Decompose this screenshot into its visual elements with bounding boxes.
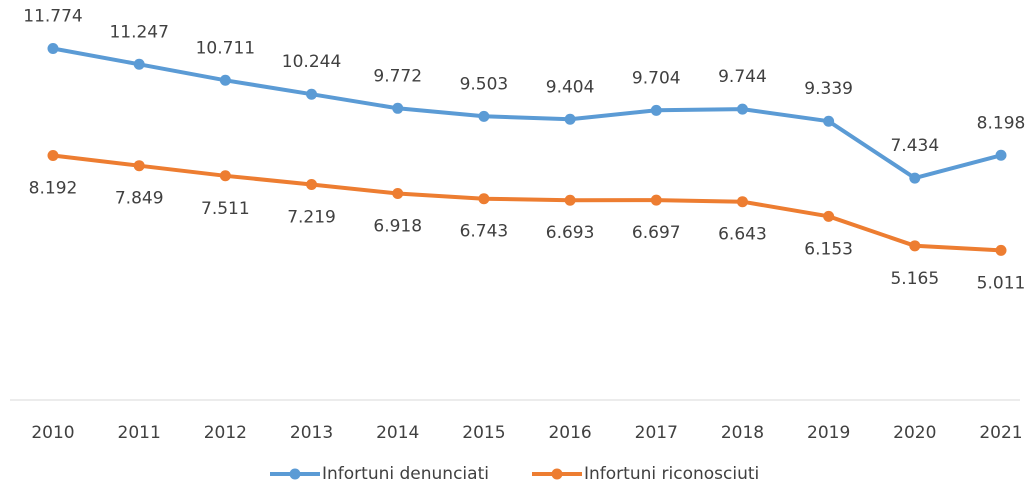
data-label: 8.198 bbox=[977, 113, 1026, 133]
data-label: 9.704 bbox=[632, 68, 681, 88]
data-point bbox=[564, 113, 576, 125]
data-point bbox=[650, 194, 662, 206]
x-tick-label: 2010 bbox=[31, 423, 74, 443]
x-tick-label: 2020 bbox=[893, 423, 936, 443]
data-point bbox=[219, 74, 231, 86]
data-label: 9.339 bbox=[804, 79, 853, 99]
data-label: 9.744 bbox=[718, 67, 767, 87]
data-label: 6.153 bbox=[804, 239, 853, 259]
data-point bbox=[909, 240, 921, 252]
x-tick-label: 2016 bbox=[548, 423, 591, 443]
series-line bbox=[51, 153, 1003, 253]
x-tick-label: 2015 bbox=[462, 423, 505, 443]
data-label: 6.918 bbox=[373, 216, 422, 236]
data-label: 5.011 bbox=[977, 273, 1026, 293]
x-tick-label: 2013 bbox=[290, 423, 333, 443]
data-point bbox=[736, 196, 748, 208]
x-tick-label: 2019 bbox=[807, 423, 850, 443]
data-point bbox=[995, 149, 1007, 161]
x-tick-label: 2014 bbox=[376, 423, 419, 443]
data-label: 8.192 bbox=[29, 178, 78, 198]
data-point bbox=[823, 115, 835, 127]
data-label: 11.247 bbox=[109, 22, 168, 42]
data-label: 6.643 bbox=[718, 225, 767, 245]
data-label: 9.503 bbox=[460, 74, 509, 94]
data-label: 10.711 bbox=[196, 38, 255, 58]
data-label: 7.219 bbox=[287, 208, 336, 228]
data-point bbox=[650, 104, 662, 116]
data-point bbox=[392, 102, 404, 114]
data-point bbox=[133, 160, 145, 172]
data-point bbox=[823, 210, 835, 222]
data-label: 7.511 bbox=[201, 199, 250, 219]
legend-marker bbox=[551, 468, 563, 480]
x-tick-label: 2011 bbox=[118, 423, 161, 443]
data-point bbox=[564, 194, 576, 206]
data-point bbox=[306, 88, 318, 100]
data-label: 9.772 bbox=[373, 66, 422, 86]
legend-label: Infortuni denunciati bbox=[322, 464, 489, 484]
data-point bbox=[995, 244, 1007, 256]
data-label: 11.774 bbox=[23, 7, 82, 27]
data-point bbox=[219, 170, 231, 182]
data-point bbox=[47, 43, 59, 55]
data-label: 5.165 bbox=[890, 269, 939, 289]
data-point bbox=[736, 103, 748, 115]
x-tick-label: 2012 bbox=[204, 423, 247, 443]
data-label: 7.434 bbox=[890, 136, 939, 156]
data-point bbox=[133, 58, 145, 70]
data-point bbox=[47, 149, 59, 161]
data-label: 6.743 bbox=[460, 222, 509, 242]
data-label: 10.244 bbox=[282, 52, 341, 72]
data-label: 7.849 bbox=[115, 189, 164, 209]
x-tick-label: 2017 bbox=[635, 423, 678, 443]
data-point bbox=[478, 110, 490, 122]
data-point bbox=[392, 187, 404, 199]
legend-label: Infortuni riconosciuti bbox=[584, 464, 759, 484]
x-tick-label: 2021 bbox=[979, 423, 1022, 443]
data-point bbox=[306, 179, 318, 191]
data-point bbox=[909, 172, 921, 184]
data-label: 6.697 bbox=[632, 223, 681, 243]
data-label: 9.404 bbox=[546, 77, 595, 97]
legend-marker bbox=[289, 468, 301, 480]
x-tick-label: 2018 bbox=[721, 423, 764, 443]
data-label: 6.693 bbox=[546, 223, 595, 243]
data-point bbox=[478, 193, 490, 205]
series-line bbox=[51, 46, 1003, 181]
